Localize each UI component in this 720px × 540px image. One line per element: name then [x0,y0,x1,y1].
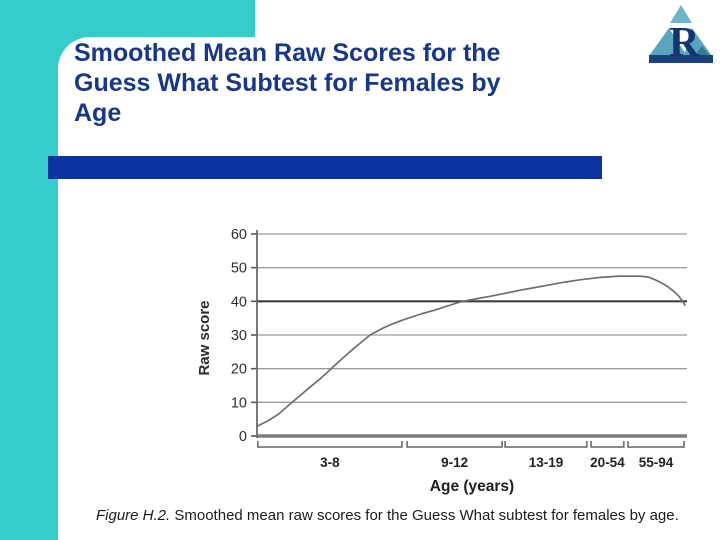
x-axis-bracket [406,441,503,448]
title-line-1: Smoothed Mean Raw Scores for the [74,39,501,67]
triangle-r-logo: R [649,5,713,65]
x-category-label: 3-8 [320,455,340,470]
x-axis-bracket [590,441,625,448]
y-tick-label: 50 [231,261,247,277]
caption-figure-label: Figure H.2. [96,507,171,524]
y-tick-label: 30 [231,328,247,344]
figure-caption: Figure H.2. Smoothed mean raw scores for… [96,506,706,525]
y-tick-label: 10 [231,395,247,411]
score-curve [257,275,686,427]
title-line-2: Guess What Subtest for Females by [74,69,501,97]
x-category-label: 55-94 [639,455,674,470]
y-axis-title: Raw score [196,300,213,375]
logo-letter: R [669,20,700,65]
x-axis-bracket [256,441,403,448]
logo-top-triangle-icon [670,5,692,23]
title-divider-bar [48,156,602,179]
caption-text: Smoothed mean raw scores for the Guess W… [170,507,679,524]
logo-left-triangle-icon [649,28,687,56]
title-line-3: Age [74,99,122,127]
x-axis-bracket [504,441,588,448]
logo-inner-triangle-icon [694,46,710,56]
accent-left-bar [0,0,58,540]
y-tick-label: 0 [239,429,247,445]
logo-right-triangle-icon [684,28,712,56]
slide-title: Smoothed Mean Raw Scores for the Guess W… [74,38,574,128]
y-tick-label: 60 [231,227,247,243]
y-tick-label: 40 [231,294,247,310]
x-axis-bracket [627,441,685,448]
x-category-label: 9-12 [441,455,468,470]
x-category-label: 20-54 [590,455,625,470]
x-axis-title: Age (years) [430,478,514,495]
y-tick-label: 20 [231,362,247,378]
x-category-label: 13-19 [529,455,564,470]
logo-base-bar [649,55,713,63]
content-panel [58,37,720,540]
